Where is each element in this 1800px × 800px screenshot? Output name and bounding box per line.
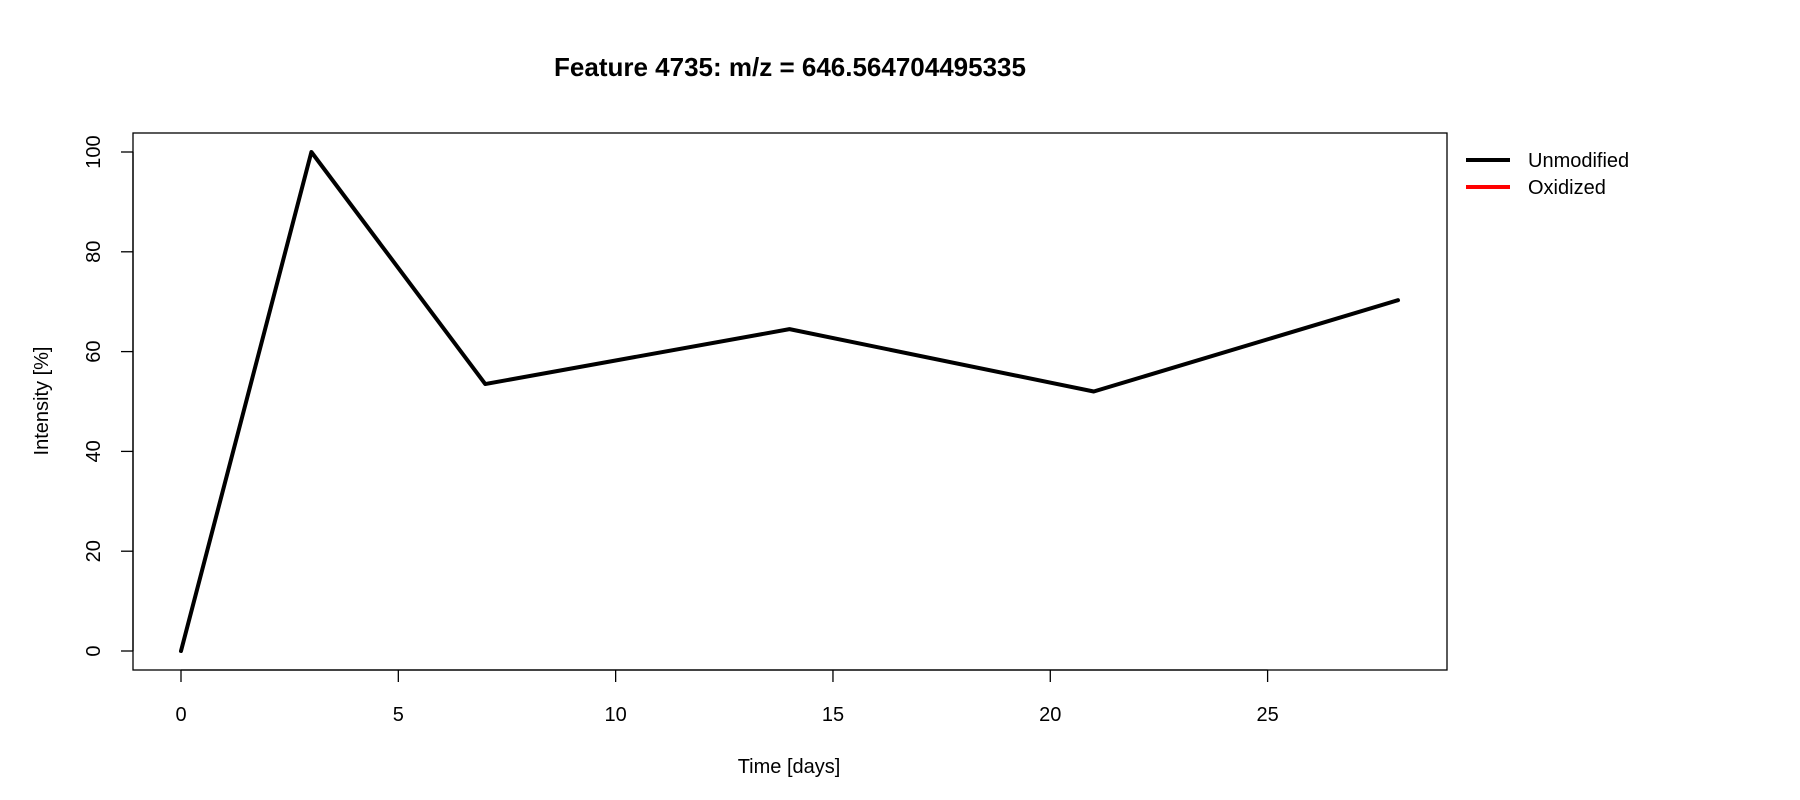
y-axis-label: Intensity [%] xyxy=(31,347,53,456)
x-tick-label: 20 xyxy=(1039,704,1061,726)
x-axis-label: Time [days] xyxy=(738,756,841,778)
series-line-unmodified xyxy=(179,150,1400,653)
y-tick-label: 60 xyxy=(83,340,105,362)
series-layer xyxy=(179,150,1400,653)
x-tick-label: 10 xyxy=(605,704,627,726)
chart-title: Feature 4735: m/z = 646.564704495335 xyxy=(554,52,1026,82)
legend-entry-label: Oxidized xyxy=(1528,177,1606,199)
plot-frame xyxy=(132,132,1448,671)
x-tick-label: 0 xyxy=(175,704,186,726)
y-tick-label: 80 xyxy=(83,241,105,263)
x-tick-label: 5 xyxy=(393,704,404,726)
y-tick-label: 0 xyxy=(83,645,105,656)
y-tick-label: 100 xyxy=(83,135,105,168)
legend: Unmodified Oxidized xyxy=(1466,150,1629,199)
x-tick-label: 25 xyxy=(1256,704,1278,726)
y-tick-label: 20 xyxy=(83,540,105,562)
legend-entry-label: Unmodified xyxy=(1528,150,1629,172)
x-axis: 0 5 10 15 20 25 xyxy=(175,669,1279,726)
x-tick-label: 15 xyxy=(822,704,844,726)
y-tick-label: 40 xyxy=(83,440,105,462)
y-axis: 0 20 40 60 80 100 xyxy=(83,135,134,657)
